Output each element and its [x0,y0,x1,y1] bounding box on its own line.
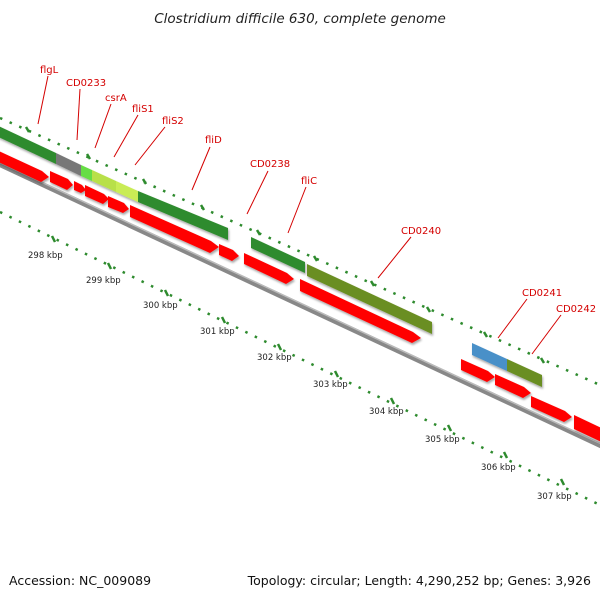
gene-flgL[interactable] [0,122,56,164]
cds-arrow[interactable] [495,374,531,398]
gene-fliS2[interactable] [116,181,138,202]
scale-tick-303: 303 kbp [313,380,348,390]
gene-label-CD0233: CD0233 [66,78,106,89]
gene-label-CD0238: CD0238 [250,159,290,170]
scale-tick-299: 299 kbp [86,276,121,286]
scale-tick-307: 307 kbp [537,492,572,502]
top-ruler-ticks [24,126,546,364]
gene-CD0238[interactable] [251,237,305,273]
ruler-dotted-top [0,116,600,387]
cds-arrow[interactable] [50,171,73,190]
forward-genes [0,122,542,387]
ruler-dotted-bottom [0,210,600,507]
gene-label-fliS1: fliS1 [132,104,154,115]
cds-arrow[interactable] [108,196,129,213]
gene-label-CD0241: CD0241 [522,288,562,299]
genome-backbone [0,161,600,449]
genome-summary-text: Topology: circular; Length: 4,290,252 bp… [247,573,591,588]
cds-arrow[interactable] [300,279,421,343]
cds-arrow[interactable] [0,147,49,182]
gene-label-csrA: csrA [105,93,127,104]
gene-label-CD0242: CD0242 [556,304,596,315]
cds-arrow[interactable] [85,185,109,204]
reverse-cds-arrows [0,147,600,446]
gene-label-fliS2: fliS2 [162,116,184,127]
genome-backbone-highlight [0,161,600,445]
gene-CD0242[interactable] [507,359,542,387]
gene-label-fliC: fliC [301,176,317,187]
map-title: Clostridium difficile 630, complete geno… [154,11,446,27]
gene-fliD[interactable] [138,191,228,240]
gene-CD0241[interactable] [472,343,507,371]
cds-arrow[interactable] [130,205,219,253]
cds-arrow[interactable] [219,244,239,261]
scale-tick-302: 302 kbp [257,353,292,363]
scale-tick-298: 298 kbp [28,251,63,261]
label-leader-lines [37,75,562,355]
scale-tick-300: 300 kbp [143,301,178,311]
scale-tick-305: 305 kbp [425,435,460,445]
cds-arrow[interactable] [244,253,294,284]
bottom-ruler-ticks [50,235,566,486]
gene-csrA[interactable] [81,165,92,181]
scale-tick-304: 304 kbp [369,407,404,417]
gene-CD0240[interactable] [307,264,432,334]
gene-label-CD0240: CD0240 [401,226,441,237]
scale-tick-301: 301 kbp [200,327,235,337]
gene-label-flgL: flgL [40,65,59,76]
accession-text: Accession: NC_009089 [9,573,152,588]
gene-CD0233[interactable] [56,153,81,176]
cds-arrow[interactable] [74,181,86,193]
gene-fliS1[interactable] [92,170,116,192]
cds-arrow[interactable] [531,396,572,422]
cds-arrow[interactable] [574,415,600,446]
gene-label-fliD: fliD [205,135,222,146]
cds-arrow[interactable] [461,359,495,382]
scale-tick-306: 306 kbp [481,463,516,473]
